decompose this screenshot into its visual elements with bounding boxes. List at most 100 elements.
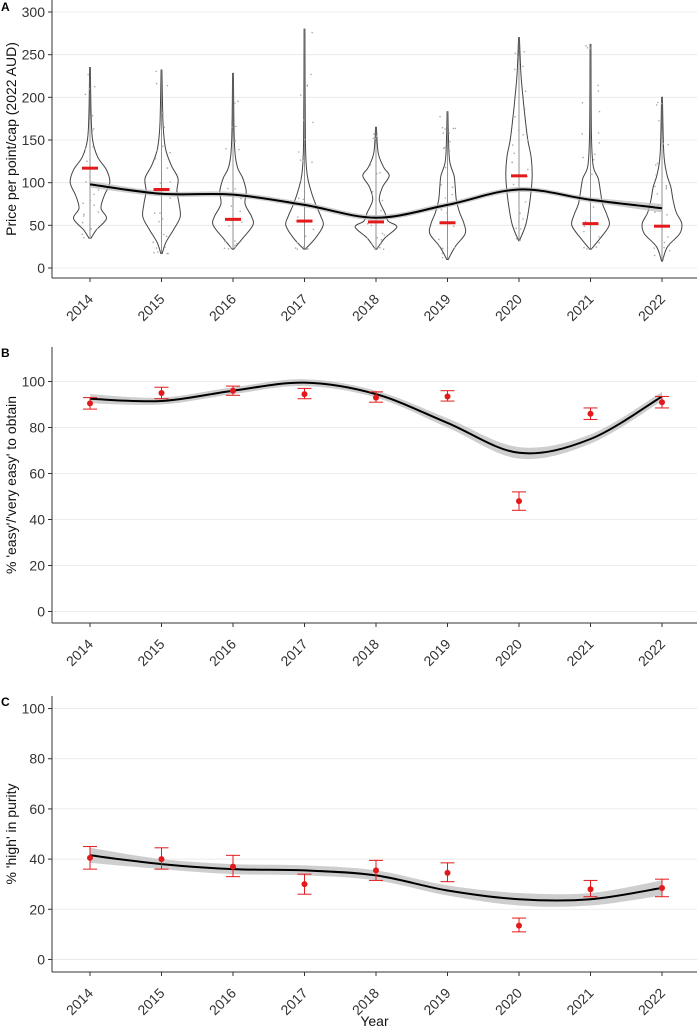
jitter-point-2019: [442, 247, 444, 250]
jitter-point-2018: [372, 137, 375, 140]
x-tick-label-b: 2014: [63, 636, 96, 669]
data-point-2021: [587, 886, 594, 893]
x-tick-label-b: 2019: [420, 636, 453, 669]
jitter-point-2019: [451, 193, 453, 196]
jitter-point-2020: [519, 239, 521, 242]
jitter-point-2022: [654, 185, 656, 188]
jitter-point-2017: [311, 161, 313, 163]
jitter-point-2017: [302, 246, 305, 248]
jitter-point-2018: [380, 238, 383, 241]
jitter-point-2022: [667, 143, 669, 146]
jitter-point-2022: [667, 236, 669, 238]
jitter-point-2019: [442, 132, 445, 134]
x-tick-label-a: 2019: [420, 291, 453, 324]
jitter-point-2021: [594, 153, 596, 155]
jitter-point-2020: [522, 218, 524, 220]
data-point-2014: [87, 400, 93, 407]
jitter-point-2015: [156, 251, 159, 253]
jitter-point-2020: [513, 68, 516, 71]
jitter-point-2017: [296, 248, 299, 250]
jitter-point-2014: [91, 130, 94, 132]
smooth-band-a: [90, 181, 662, 221]
y-tick-label-a: 150: [22, 132, 46, 148]
jitter-point-2019: [449, 140, 451, 143]
jitter-point-2016: [236, 242, 238, 245]
jitter-point-2018: [381, 199, 384, 202]
jitter-point-2022: [668, 244, 671, 246]
jitter-point-2021: [597, 84, 599, 87]
jitter-point-2015: [163, 233, 165, 236]
jitter-point-2018: [380, 209, 382, 212]
jitter-point-2020: [526, 138, 529, 141]
jitter-point-2017: [297, 151, 300, 153]
jitter-point-2016: [234, 244, 236, 247]
jitter-point-2020: [522, 65, 524, 68]
data-point-2019: [444, 869, 451, 876]
jitter-point-2018: [373, 133, 375, 135]
jitter-point-2016: [223, 247, 226, 250]
y-tick-label-a: 100: [22, 175, 46, 191]
jitter-point-2018: [376, 172, 378, 175]
jitter-point-2016: [240, 197, 242, 200]
x-tick-label-a: 2022: [635, 291, 668, 324]
jitter-point-2017: [302, 119, 305, 121]
jitter-point-2017: [297, 216, 299, 218]
violin-2019: [428, 111, 467, 260]
jitter-point-2014: [87, 73, 90, 76]
jitter-point-2016: [223, 240, 226, 243]
data-point-2017: [301, 881, 308, 888]
jitter-point-2017: [299, 94, 302, 96]
jitter-point-2017: [304, 138, 306, 141]
jitter-point-2019: [446, 212, 448, 214]
jitter-point-2014: [93, 193, 95, 196]
jitter-point-2022: [666, 214, 668, 216]
jitter-point-2014: [92, 145, 94, 148]
jitter-point-2015: [155, 247, 158, 249]
jitter-point-2016: [239, 210, 242, 213]
jitter-point-2015: [166, 252, 168, 255]
jitter-point-2022: [656, 193, 659, 195]
panel-letter-c: C: [1, 695, 10, 709]
jitter-point-2019: [437, 245, 440, 247]
jitter-point-2021: [593, 158, 595, 161]
jitter-point-2018: [379, 246, 381, 249]
y-tick-label-c: 20: [29, 901, 45, 917]
jitter-point-2020: [523, 50, 526, 53]
jitter-point-2019: [441, 126, 444, 129]
data-point-2017: [301, 391, 308, 398]
jitter-point-2016: [235, 125, 237, 128]
data-point-2018: [373, 394, 379, 401]
jitter-point-2022: [665, 184, 668, 187]
y-tick-label-a: 200: [22, 89, 46, 105]
jitter-point-2021: [581, 133, 584, 135]
jitter-point-2014: [93, 204, 96, 206]
jitter-point-2019: [448, 150, 451, 152]
jitter-point-2018: [366, 222, 369, 225]
jitter-point-2016: [234, 140, 237, 142]
jitter-point-2017: [312, 121, 314, 124]
jitter-point-2021: [585, 45, 587, 47]
jitter-point-2017: [299, 159, 302, 161]
jitter-point-2018: [375, 135, 378, 138]
violin-2016: [212, 72, 254, 250]
jitter-point-2015: [152, 241, 155, 244]
jitter-point-2016: [238, 148, 240, 151]
jitter-point-2019: [451, 186, 454, 189]
jitter-point-2018: [376, 236, 379, 239]
data-point-2015: [158, 856, 165, 863]
x-tick-label-c: 2014: [63, 985, 96, 1018]
jitter-point-2022: [658, 119, 660, 122]
data-point-2022: [659, 399, 665, 406]
x-tick-label-a: 2018: [349, 291, 382, 324]
panel-a: A 0 50 100 150 200 250 300 2014 2015 2016 2017 2018…: [1, 0, 697, 324]
jitter-point-2019: [452, 225, 455, 228]
jitter-point-2022: [663, 246, 665, 249]
jitter-point-2020: [522, 133, 524, 136]
jitter-point-2018: [370, 224, 373, 227]
jitter-point-2020: [516, 56, 519, 58]
y-tick-label-c: 40: [29, 851, 45, 867]
violin-2015: [142, 69, 181, 254]
x-tick-label-c: 2016: [206, 985, 239, 1018]
jitter-point-2021: [598, 236, 600, 238]
jitter-point-2019: [448, 132, 450, 134]
